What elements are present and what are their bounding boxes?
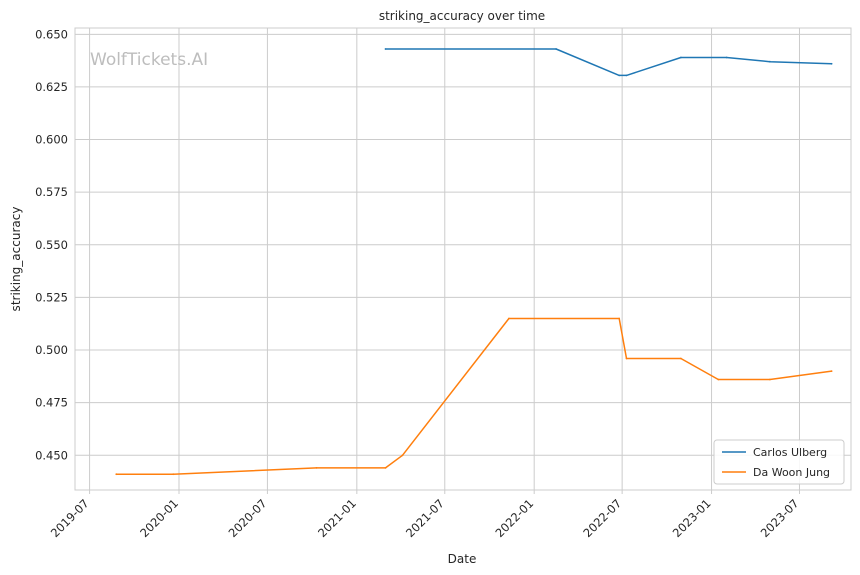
data-point-carlos-ulberg (769, 60, 771, 63)
y-tick-label: 0.450 (35, 448, 68, 462)
y-tick-label: 0.525 (35, 290, 68, 304)
y-tick-label: 0.650 (35, 27, 68, 41)
chart-title: striking_accuracy over time (379, 9, 545, 23)
watermark: WolfTickets.AI (90, 50, 208, 70)
y-tick-label: 0.500 (35, 343, 68, 357)
x-axis-label: Date (448, 552, 477, 566)
data-point-carlos-ulberg (625, 74, 628, 77)
data-point-carlos-ulberg (725, 56, 728, 59)
data-point-da-woon-jung (769, 378, 771, 381)
series-line-da-woon-jung (116, 317, 832, 475)
data-point-da-woon-jung (401, 454, 404, 457)
data-point-carlos-ulberg (680, 56, 682, 59)
data-point-da-woon-jung (315, 467, 318, 469)
data-point-da-woon-jung (172, 473, 175, 476)
data-point-carlos-ulberg (384, 48, 387, 50)
legend-box (713, 439, 845, 485)
data-point-da-woon-jung (830, 370, 833, 372)
data-point-carlos-ulberg (555, 48, 557, 50)
grid (75, 28, 851, 494)
data-point-da-woon-jung (625, 357, 628, 360)
data-point-carlos-ulberg (618, 74, 621, 77)
series-line-carlos-ulberg (385, 48, 832, 77)
y-tick-label: 0.475 (35, 396, 68, 410)
y-tick-label: 0.600 (35, 133, 68, 147)
data-point-da-woon-jung (115, 473, 118, 476)
legend-label-carlos-ulberg: Carlos Ulberg (753, 446, 827, 459)
series-layer (115, 48, 833, 476)
y-tick-label: 0.625 (35, 80, 68, 94)
y-tick-label: 0.575 (35, 185, 68, 199)
y-tick-label: 0.550 (35, 238, 68, 252)
data-point-carlos-ulberg (830, 62, 833, 65)
data-point-da-woon-jung (618, 317, 621, 320)
legend: Carlos Ulberg Da Woon Jung (713, 439, 845, 485)
data-point-da-woon-jung (717, 378, 720, 381)
data-point-da-woon-jung (508, 317, 510, 320)
plot-frame (74, 27, 852, 491)
legend-label-da-woon-jung: Da Woon Jung (753, 466, 830, 479)
data-point-da-woon-jung (384, 467, 387, 469)
y-axis-label: striking_accuracy (9, 207, 23, 312)
data-point-da-woon-jung (680, 357, 682, 360)
